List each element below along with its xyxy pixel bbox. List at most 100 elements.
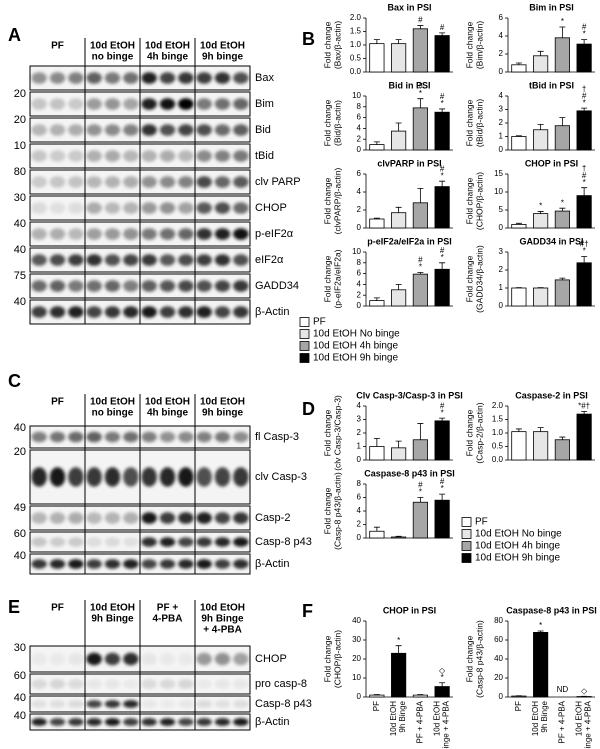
blot-band <box>68 679 84 689</box>
bar <box>412 28 428 73</box>
blot-band <box>104 512 121 524</box>
blot-band <box>214 98 231 110</box>
blot-band <box>141 202 157 214</box>
blot-band <box>104 467 121 487</box>
blot-band <box>159 537 176 547</box>
blot-band <box>123 718 139 726</box>
y-axis-label: Fold change <box>464 635 474 682</box>
y-tick-label: 0 <box>357 692 362 701</box>
blot-band <box>141 652 157 666</box>
y-tick-label: 0 <box>357 455 362 464</box>
panel-letter: B <box>302 29 315 49</box>
chart-title: CHOP in PSI <box>525 158 578 168</box>
group-header: 10d EtOH <box>90 41 135 52</box>
y-axis-label: (CHOP/β-actin) <box>332 630 342 688</box>
blot-label: Casp-2 <box>255 512 290 524</box>
y-axis-label: Fold change <box>464 99 474 146</box>
blot-band <box>233 72 249 84</box>
y-tick-label: 0 <box>357 145 362 154</box>
mw-marker: 30 <box>14 642 26 654</box>
x-tick-label: 10d EtOH <box>531 701 540 736</box>
blot-band <box>86 467 102 487</box>
blot-band <box>104 700 121 708</box>
legend-entry: PF <box>313 317 326 328</box>
significance-mark: # <box>440 246 445 255</box>
error-bar <box>395 39 402 44</box>
blot-band <box>123 559 139 569</box>
blot-band <box>31 467 47 487</box>
blot-band <box>68 202 84 214</box>
y-tick-label: 8 <box>357 479 362 488</box>
blot-band <box>233 280 249 292</box>
y-tick-label: 10 <box>352 673 361 682</box>
blot-band <box>233 679 249 689</box>
bar <box>434 35 450 73</box>
significance-mark: * <box>441 171 444 180</box>
blot-band <box>123 306 139 318</box>
blot-band <box>49 176 66 188</box>
blot-band <box>178 431 194 443</box>
blot-band <box>123 176 139 188</box>
bar <box>576 110 592 151</box>
y-tick-label: 10 <box>352 247 361 256</box>
blot-label: β-Actin <box>255 558 289 570</box>
chart-title: tBid in PSI <box>529 80 574 90</box>
significance-mark: † <box>582 84 586 93</box>
blot-band <box>141 559 157 569</box>
blot-band <box>178 280 194 292</box>
y-tick-label: 1.5 <box>350 27 362 36</box>
blot-band <box>49 652 66 666</box>
blot-band <box>196 202 212 214</box>
blot-band <box>104 124 121 136</box>
y-tick-label: 0.5 <box>492 442 504 451</box>
blot-band <box>49 124 66 136</box>
blot-band <box>141 72 157 84</box>
blot-band <box>49 718 66 726</box>
y-tick-label: 4 <box>357 280 362 289</box>
blot-band <box>159 700 176 708</box>
blot-label: p-eIF2α <box>255 228 294 240</box>
legend-swatch <box>461 517 472 527</box>
blot-band <box>196 537 212 547</box>
group-header: 10d EtOH <box>200 397 245 408</box>
bar <box>554 210 570 229</box>
y-tick-label: 80 <box>494 616 503 625</box>
blot-label: GADD34 <box>255 280 299 292</box>
blot-band <box>68 72 84 84</box>
blot-band <box>233 202 249 214</box>
significance-mark: * <box>583 178 586 187</box>
blot-band <box>233 176 249 188</box>
blot-band <box>233 228 249 240</box>
blot-band <box>49 150 66 162</box>
y-tick-label: 1 <box>499 132 504 141</box>
x-tick-label: PF + 4-PBA <box>415 700 424 743</box>
error-bar <box>395 440 402 448</box>
blot-band <box>31 72 47 84</box>
chart-title: Bax in PSI <box>387 2 431 12</box>
bar <box>369 144 385 151</box>
blot-band <box>178 176 194 188</box>
blot-band <box>233 718 249 726</box>
blot-band <box>141 124 157 136</box>
blot-band <box>86 431 102 443</box>
significance-mark: * <box>583 98 586 107</box>
error-bar <box>537 50 544 56</box>
blot-band <box>141 679 157 689</box>
significance-mark: # <box>582 23 587 32</box>
bar <box>412 694 428 698</box>
y-tick-label: 8 <box>357 258 362 267</box>
blot-band <box>123 150 139 162</box>
error-bar <box>559 26 566 38</box>
blot-band <box>159 228 176 240</box>
blot-band <box>178 228 194 240</box>
mw-marker: 40 <box>14 296 26 308</box>
blot-band <box>141 718 157 726</box>
bar <box>412 107 428 151</box>
blot-band <box>214 431 231 443</box>
blot-band <box>233 652 249 666</box>
mw-marker: 20 <box>14 446 26 458</box>
blot-band <box>68 431 84 443</box>
blot-band <box>196 72 212 84</box>
legend-entry: 10d EtOH 4h binge <box>475 541 560 552</box>
y-tick-label: 2 <box>357 520 362 529</box>
